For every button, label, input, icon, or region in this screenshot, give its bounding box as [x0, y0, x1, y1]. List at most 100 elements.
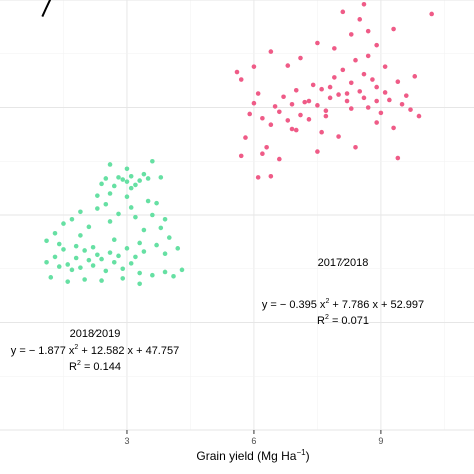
data-point-2018-2019 [61, 221, 66, 226]
equation-2017-2018: y = − 0.395 x2 + 7.786 x + 52.997 [262, 298, 424, 311]
data-point-2018-2019 [124, 246, 130, 251]
data-point-2017-2018 [365, 53, 371, 59]
data-point-2018-2019 [116, 211, 121, 217]
data-point-2018-2019 [158, 175, 164, 180]
data-point-2018-2019 [175, 246, 181, 251]
data-point-2017-2018 [374, 120, 379, 125]
data-point-2018-2019 [162, 217, 168, 222]
data-point-2017-2018 [365, 28, 371, 34]
data-point-2018-2019 [124, 166, 130, 172]
data-point-2017-2018 [298, 112, 303, 118]
data-point-2017-2018 [348, 32, 354, 37]
data-point-2018-2019 [141, 171, 147, 177]
data-point-2018-2019 [90, 244, 96, 250]
data-point-2018-2019 [69, 217, 75, 222]
data-point-2017-2018 [361, 2, 367, 7]
data-point-2018-2019 [95, 193, 100, 198]
data-point-2017-2018 [382, 64, 388, 69]
data-point-2018-2019 [133, 182, 138, 188]
data-point-2017-2018 [285, 118, 291, 123]
data-point-2018-2019 [95, 206, 100, 211]
data-point-2017-2018 [315, 149, 320, 154]
data-point-2018-2019 [56, 241, 62, 247]
data-point-2017-2018 [340, 9, 346, 15]
data-point-2018-2019 [137, 178, 142, 183]
data-point-2017-2018 [243, 135, 248, 140]
data-point-2018-2019 [116, 253, 121, 259]
data-point-2017-2018 [391, 26, 396, 32]
data-point-2017-2018 [387, 97, 392, 103]
data-point-2017-2018 [323, 108, 329, 114]
data-point-2018-2019 [44, 260, 49, 265]
data-point-2017-2018 [315, 40, 320, 46]
data-point-2017-2018 [281, 94, 286, 100]
data-point-2017-2018 [403, 93, 409, 98]
data-point-2018-2019 [166, 235, 172, 240]
data-point-2017-2018 [255, 91, 261, 96]
data-point-2018-2019 [103, 268, 109, 274]
data-point-2017-2018 [374, 84, 379, 90]
data-point-2018-2019 [171, 273, 176, 279]
data-point-2018-2019 [99, 181, 104, 187]
data-point-2017-2018 [429, 11, 434, 17]
data-point-2017-2018 [272, 104, 278, 109]
data-point-2018-2019 [179, 267, 185, 273]
data-point-2018-2019 [162, 251, 168, 256]
data-point-2017-2018 [238, 153, 244, 159]
data-point-2018-2019 [86, 224, 92, 230]
data-point-2017-2018 [332, 46, 337, 51]
x-ticks: 3 6 9 [124, 430, 383, 446]
label-2017-2018: 2017∕2018 [318, 257, 369, 269]
data-point-2017-2018 [348, 106, 354, 111]
data-point-2017-2018 [340, 67, 346, 73]
data-point-2017-2018 [361, 71, 367, 77]
data-point-2017-2018 [332, 75, 337, 80]
data-point-2018-2019 [150, 212, 155, 218]
data-point-2018-2019 [137, 240, 142, 246]
x-axis-title: Grain yield (Mg Ha−1) [196, 448, 309, 463]
data-point-2018-2019 [65, 279, 71, 284]
data-point-2017-2018 [361, 95, 367, 101]
data-point-2018-2019 [73, 255, 79, 261]
data-point-2017-2018 [277, 109, 282, 115]
data-point-2017-2018 [255, 175, 261, 180]
data-point-2017-2018 [353, 144, 358, 150]
data-point-2017-2018 [357, 17, 363, 22]
data-point-2017-2018 [344, 91, 350, 96]
data-point-2018-2019 [99, 256, 104, 262]
data-point-2017-2018 [264, 144, 269, 150]
x-tick-label: 6 [251, 436, 256, 446]
data-point-2017-2018 [323, 113, 329, 119]
data-point-2018-2019 [154, 242, 159, 248]
data-point-2017-2018 [289, 126, 295, 132]
data-point-2017-2018 [293, 88, 299, 93]
data-point-2017-2018 [395, 79, 401, 84]
data-point-2018-2019 [103, 176, 109, 181]
data-point-2018-2019 [111, 183, 117, 189]
data-point-2018-2019 [69, 267, 75, 273]
data-point-2018-2019 [73, 243, 79, 249]
data-point-2017-2018 [344, 98, 350, 104]
data-point-2018-2019 [133, 214, 138, 220]
data-point-2018-2019 [141, 249, 147, 254]
data-point-2017-2018 [234, 69, 240, 75]
data-point-2017-2018 [315, 103, 320, 108]
data-point-2018-2019 [120, 266, 126, 272]
data-point-2018-2019 [82, 248, 87, 253]
x-tick-label: 9 [378, 436, 383, 446]
data-point-2017-2018 [247, 111, 252, 117]
label-2018-2019: 2018∕2019 [70, 328, 121, 340]
data-point-2017-2018 [302, 99, 308, 105]
data-point-2017-2018 [395, 155, 401, 161]
data-point-2018-2019 [158, 225, 164, 231]
data-point-2017-2018 [327, 84, 333, 90]
data-point-2017-2018 [306, 98, 312, 104]
data-point-2017-2018 [336, 92, 341, 97]
data-point-2018-2019 [154, 200, 159, 206]
data-point-2018-2019 [111, 237, 117, 243]
data-point-2017-2018 [382, 90, 388, 95]
data-point-2017-2018 [306, 117, 312, 122]
data-point-2018-2019 [107, 250, 113, 255]
data-point-2018-2019 [52, 230, 58, 236]
